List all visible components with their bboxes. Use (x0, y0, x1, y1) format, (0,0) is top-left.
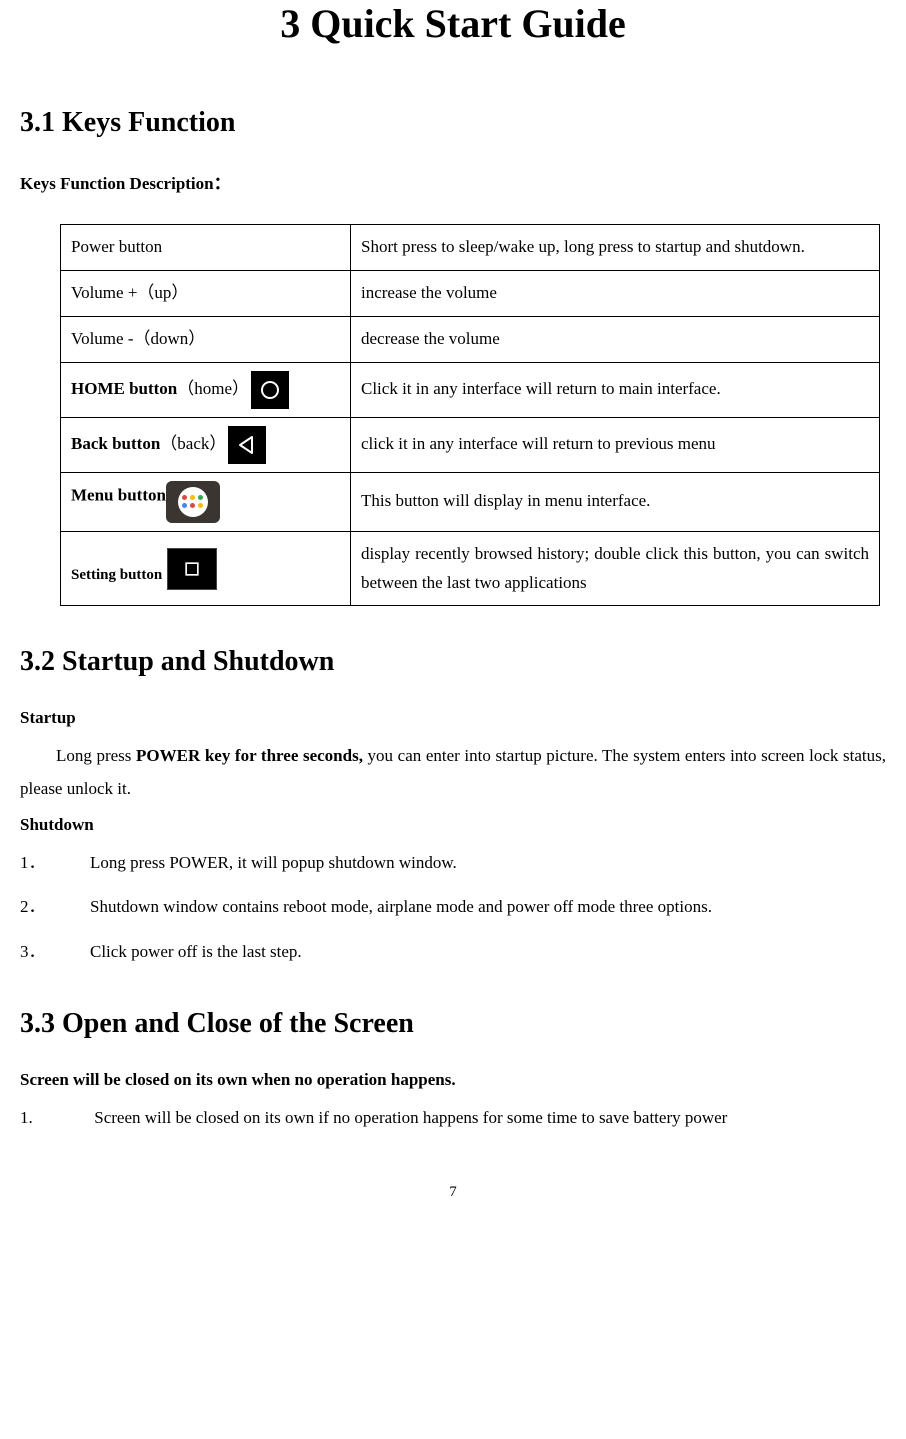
section-3-2-heading: 3.2 Startup and Shutdown (20, 646, 886, 678)
keys-function-table: Power buttonShort press to sleep/wake up… (60, 224, 880, 606)
home-icon (251, 371, 289, 409)
description-cell: This button will display in menu interfa… (351, 472, 880, 531)
table-row: Volume +（up）increase the volume (61, 270, 880, 316)
shutdown-label: Shutdown (20, 815, 886, 835)
startup-paragraph: Long press POWER key for three seconds, … (20, 740, 886, 805)
table-row: Setting button display recently browsed … (61, 531, 880, 606)
chapter-title: 3 Quick Start Guide (20, 0, 886, 47)
table-row: Back button（back）click it in any interfa… (61, 417, 880, 472)
startup-label: Startup (20, 708, 886, 728)
shutdown-list: 1．Long press POWER, it will popup shutdo… (20, 847, 886, 968)
list-item: 1. Screen will be closed on its own if n… (20, 1102, 886, 1134)
screen-close-subhead: Screen will be closed on its own when no… (20, 1070, 886, 1090)
section-3-3-heading: 3.3 Open and Close of the Screen (20, 1008, 886, 1040)
section-3-1-heading: 3.1 Keys Function (20, 107, 886, 139)
description-cell: decrease the volume (351, 316, 880, 362)
description-cell: display recently browsed history; double… (351, 531, 880, 606)
key-cell: Setting button (61, 531, 351, 606)
list-item: 3．Click power off is the last step. (20, 936, 886, 968)
keys-function-subhead: Keys Function Description： (20, 169, 886, 194)
description-cell: Short press to sleep/wake up, long press… (351, 225, 880, 271)
key-cell: HOME button（home） (61, 362, 351, 417)
key-cell: Volume -（down） (61, 316, 351, 362)
key-cell: Back button（back） (61, 417, 351, 472)
menu-icon (166, 481, 220, 523)
startup-text-pre: Long press (56, 746, 136, 765)
back-icon (228, 426, 266, 464)
table-row: HOME button（home）Click it in any interfa… (61, 362, 880, 417)
description-cell: increase the volume (351, 270, 880, 316)
table-row: Power buttonShort press to sleep/wake up… (61, 225, 880, 271)
startup-text-bold: POWER key for three seconds, (136, 746, 363, 765)
table-row: Volume -（down）decrease the volume (61, 316, 880, 362)
key-cell: Menu button (61, 472, 351, 531)
description-cell: Click it in any interface will return to… (351, 362, 880, 417)
key-cell: Power button (61, 225, 351, 271)
description-cell: click it in any interface will return to… (351, 417, 880, 472)
list-item: 1．Long press POWER, it will popup shutdo… (20, 847, 886, 879)
recent-apps-icon (167, 548, 217, 590)
page-number: 7 (20, 1184, 886, 1201)
list-item: 2．Shutdown window contains reboot mode, … (20, 891, 886, 923)
key-cell: Volume +（up） (61, 270, 351, 316)
screen-close-list: 1. Screen will be closed on its own if n… (20, 1102, 886, 1134)
table-row: Menu buttonThis button will display in m… (61, 472, 880, 531)
